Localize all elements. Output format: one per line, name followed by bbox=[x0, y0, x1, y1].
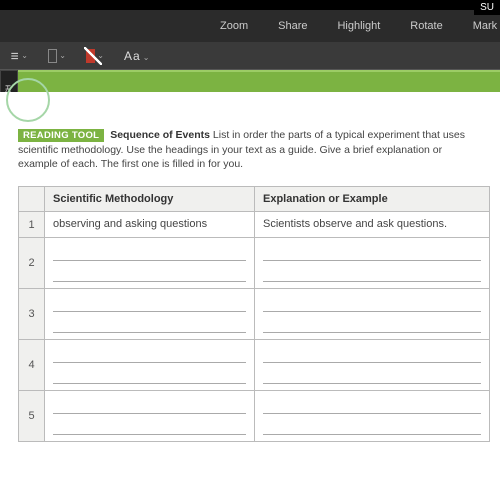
instructions-line1: List in order the parts of a typical exp… bbox=[213, 129, 465, 141]
tool-mark[interactable]: Mark bbox=[473, 20, 497, 32]
badge-su: SU bbox=[474, 0, 500, 15]
row-number: 4 bbox=[19, 340, 45, 391]
reading-tool-pill: READING TOOL bbox=[18, 129, 104, 142]
table-row: 4 bbox=[19, 340, 490, 391]
table-header-row: Scientific Methodology Explanation or Ex… bbox=[19, 187, 490, 212]
eraser-icon[interactable]: ⌄ bbox=[86, 48, 104, 64]
table-row: 5 bbox=[19, 391, 490, 442]
header-method: Scientific Methodology bbox=[45, 187, 255, 212]
table-row: 2 bbox=[19, 238, 490, 289]
font-select[interactable]: Aa⌄ bbox=[124, 49, 150, 63]
explain-cell[interactable] bbox=[255, 340, 490, 391]
table-row: 1 observing and asking questions Scienti… bbox=[19, 212, 490, 238]
method-cell[interactable] bbox=[45, 391, 255, 442]
methodology-table: Scientific Methodology Explanation or Ex… bbox=[18, 186, 490, 442]
explain-cell[interactable] bbox=[255, 238, 490, 289]
row-number: 2 bbox=[19, 238, 45, 289]
tool-share[interactable]: Share bbox=[278, 20, 307, 32]
tool-rotate[interactable]: Rotate bbox=[410, 20, 442, 32]
app-toolbar: Zoom Share Highlight Rotate Mark bbox=[0, 10, 500, 42]
header-blank bbox=[19, 187, 45, 212]
tool-zoom[interactable]: Zoom bbox=[220, 20, 248, 32]
list-icon[interactable]: ⌄ bbox=[10, 48, 28, 64]
textbox-icon[interactable]: ⌄ bbox=[48, 48, 66, 64]
method-cell[interactable] bbox=[45, 289, 255, 340]
format-bar: ⌄ ⌄ ⌄ Aa⌄ bbox=[0, 42, 500, 70]
explain-cell[interactable]: Scientists observe and ask questions. bbox=[255, 212, 490, 238]
tool-highlight[interactable]: Highlight bbox=[337, 20, 380, 32]
instructions-line3: example of each. The first one is filled… bbox=[18, 158, 243, 170]
page-header-band bbox=[0, 70, 500, 92]
worksheet-page: READING TOOL Sequence of Events List in … bbox=[0, 92, 500, 500]
method-cell[interactable]: observing and asking questions bbox=[45, 212, 255, 238]
row-number: 3 bbox=[19, 289, 45, 340]
header-explain: Explanation or Example bbox=[255, 187, 490, 212]
method-cell[interactable] bbox=[45, 340, 255, 391]
method-cell[interactable] bbox=[45, 238, 255, 289]
row-number: 1 bbox=[19, 212, 45, 238]
decorative-circle bbox=[6, 78, 50, 122]
instructions-line2: scientific methodology. Use the headings… bbox=[18, 144, 442, 156]
row-number: 5 bbox=[19, 391, 45, 442]
instructions-text: READING TOOL Sequence of Events List in … bbox=[18, 128, 490, 172]
window-chrome-strip: SU bbox=[0, 0, 500, 10]
explain-cell[interactable] bbox=[255, 391, 490, 442]
instructions-lead: Sequence of Events bbox=[110, 129, 210, 141]
explain-cell[interactable] bbox=[255, 289, 490, 340]
table-row: 3 bbox=[19, 289, 490, 340]
